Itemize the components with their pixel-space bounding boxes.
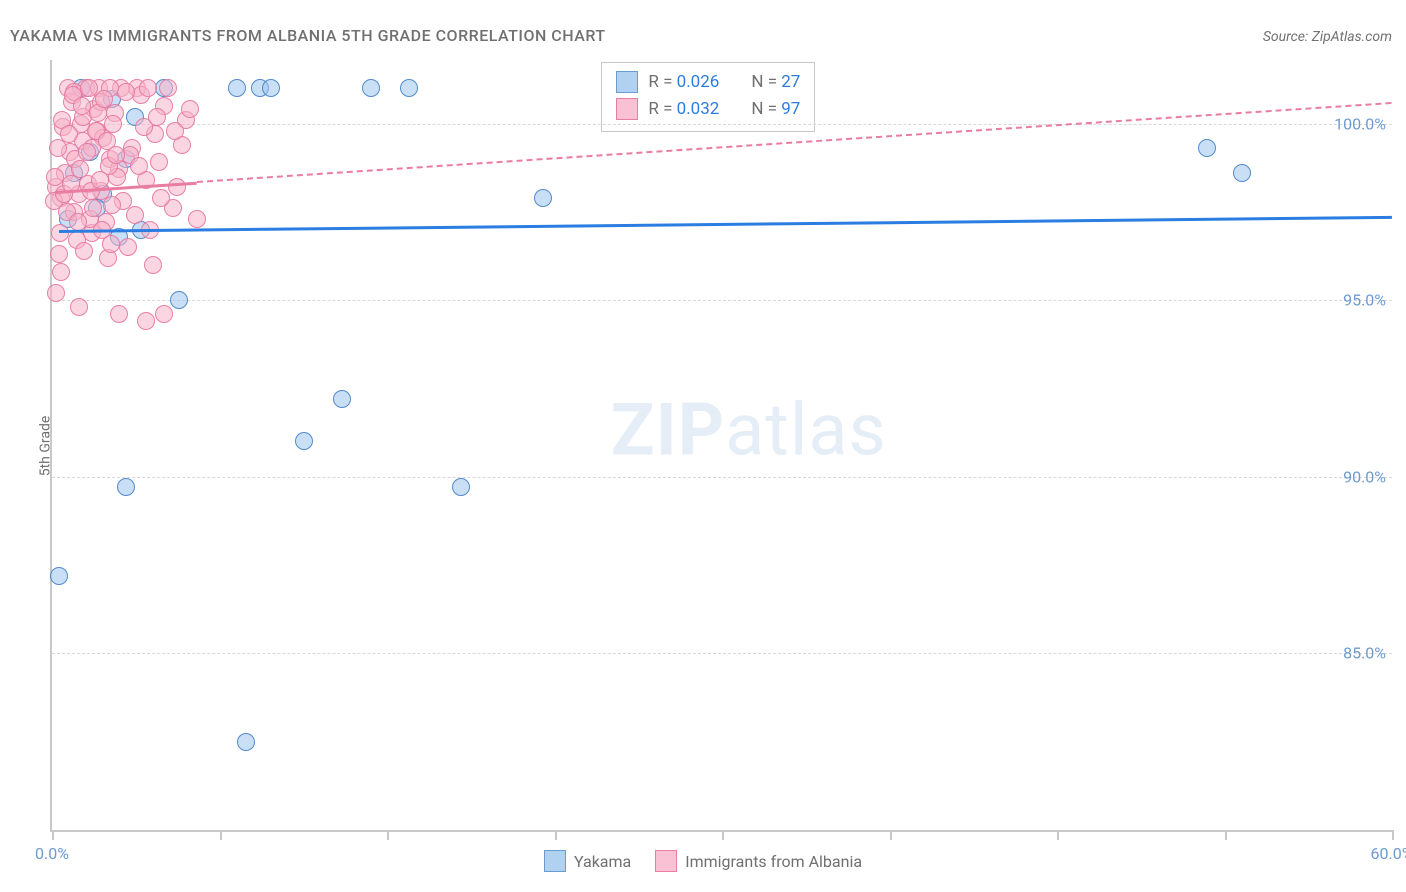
data-point [534,189,552,207]
legend-r-label: R = 0.032 [648,96,719,123]
data-point [159,79,177,97]
data-point [107,146,125,164]
data-point [1198,139,1216,157]
data-point [75,242,93,260]
y-tick-label: 85.0% [1343,644,1386,663]
legend-item: Immigrants from Albania [655,850,862,872]
legend-swatch [616,98,638,120]
y-tick-label: 90.0% [1343,467,1386,486]
data-point [228,79,246,97]
data-point [295,432,313,450]
plot-outer: 5th Grade ZIPatlas R = 0.026N = 27R = 0.… [50,60,1392,832]
data-point [148,108,166,126]
legend-label: Immigrants from Albania [685,852,862,871]
legend-n-value: 27 [781,72,800,92]
y-tick-label: 95.0% [1343,291,1386,310]
y-tick-label: 100.0% [1334,114,1386,133]
scatter-plot: ZIPatlas R = 0.026N = 27R = 0.032N = 97 … [50,60,1392,832]
correlation-legend: R = 0.026 N = 27 R = 0.032 N = 97 [601,62,815,132]
legend-n-value: 97 [781,99,800,119]
legend-r-value: 0.026 [677,72,720,92]
x-tick [1225,830,1227,840]
x-tick [387,830,389,840]
x-tick [722,830,724,840]
data-point [168,178,186,196]
legend-row: R = 0.026 N = 27 [616,69,800,96]
data-point [51,224,69,242]
data-point [262,79,280,97]
source-label: Source: ZipAtlas.com [1263,29,1392,45]
data-point [130,157,148,175]
data-point [237,733,255,751]
data-point [126,206,144,224]
legend-swatch [544,850,566,872]
x-tick [52,830,54,840]
data-point [70,298,88,316]
data-point [333,390,351,408]
data-point [95,90,113,108]
data-point [452,478,470,496]
data-point [60,125,78,143]
data-point [117,478,135,496]
trend-line [59,215,1392,232]
data-point [84,199,102,217]
data-point [181,100,199,118]
data-point [139,79,157,97]
data-point [170,291,188,309]
data-point [47,284,65,302]
data-point [104,115,122,133]
gridline-horizontal [52,124,1392,125]
chart-title: YAKAMA VS IMMIGRANTS FROM ALBANIA 5TH GR… [10,26,606,45]
data-point [71,160,89,178]
legend-n-label: N = 27 [751,69,800,96]
x-tick [1057,830,1059,840]
data-point [102,235,120,253]
legend-n-label: N = 97 [751,96,800,123]
data-point [188,210,206,228]
legend-r-label: R = 0.026 [648,69,719,96]
legend-row: R = 0.032 N = 97 [616,96,800,123]
gridline-horizontal [52,300,1392,301]
title-row: YAKAMA VS IMMIGRANTS FROM ALBANIA 5TH GR… [10,26,1392,45]
data-point [119,238,137,256]
x-tick [890,830,892,840]
data-point [400,79,418,97]
data-point [155,305,173,323]
legend-swatch [616,71,638,93]
gridline-horizontal [52,653,1392,654]
gridline-horizontal [52,477,1392,478]
x-tick [555,830,557,840]
data-point [144,256,162,274]
data-point [117,83,135,101]
legend-item: Yakama [544,850,631,872]
legend-r-value: 0.032 [677,99,720,119]
legend-label: Yakama [574,852,631,871]
x-tick [220,830,222,840]
watermark: ZIPatlas [611,387,887,472]
data-point [1233,164,1251,182]
data-point [103,196,121,214]
data-point [362,79,380,97]
data-point [50,245,68,263]
series-legend: Yakama Immigrants from Albania [0,850,1406,872]
data-point [78,143,96,161]
data-point [150,153,168,171]
data-point [166,122,184,140]
legend-swatch [655,850,677,872]
data-point [50,567,68,585]
data-point [110,305,128,323]
x-tick [1392,830,1394,840]
data-point [52,263,70,281]
data-point [152,189,170,207]
data-point [137,312,155,330]
